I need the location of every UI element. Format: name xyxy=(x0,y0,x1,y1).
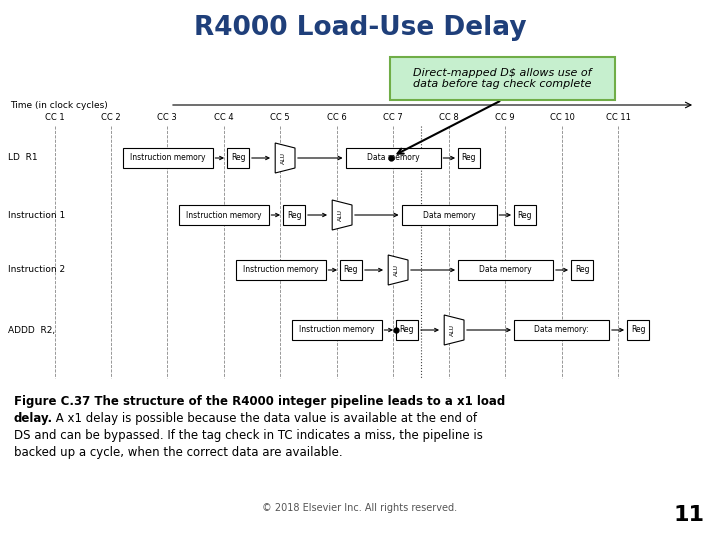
Bar xyxy=(402,205,497,225)
Text: CC 4: CC 4 xyxy=(214,113,234,123)
Text: Data memory: Data memory xyxy=(366,153,419,163)
Text: DS and can be bypassed. If the tag check in TC indicates a miss, the pipeline is: DS and can be bypassed. If the tag check… xyxy=(14,429,483,442)
Bar xyxy=(627,320,649,340)
Bar xyxy=(346,148,441,168)
Text: R4000 Load-Use Delay: R4000 Load-Use Delay xyxy=(194,15,526,41)
Polygon shape xyxy=(275,143,295,173)
Text: Instruction 2: Instruction 2 xyxy=(8,266,65,274)
Text: CC 1: CC 1 xyxy=(45,113,65,123)
Text: CC 6: CC 6 xyxy=(327,113,347,123)
Text: Reg: Reg xyxy=(462,153,476,163)
Polygon shape xyxy=(388,255,408,285)
Bar xyxy=(227,148,249,168)
Bar xyxy=(292,320,382,340)
Text: ADDD  R2,: ADDD R2, xyxy=(8,326,55,334)
Text: Reg: Reg xyxy=(287,211,301,219)
Bar xyxy=(514,205,536,225)
Bar xyxy=(458,148,480,168)
Bar xyxy=(340,260,362,280)
Text: Instruction memory: Instruction memory xyxy=(243,266,318,274)
Bar xyxy=(283,205,305,225)
Text: Reg: Reg xyxy=(631,326,645,334)
Text: CC 5: CC 5 xyxy=(270,113,290,123)
Text: CC 10: CC 10 xyxy=(549,113,575,123)
Text: Reg: Reg xyxy=(343,266,359,274)
Bar xyxy=(458,260,553,280)
Text: 11: 11 xyxy=(674,505,705,525)
Text: CC 3: CC 3 xyxy=(157,113,177,123)
Text: LD  R1: LD R1 xyxy=(8,153,37,163)
Text: Instruction memory: Instruction memory xyxy=(186,211,261,219)
Bar xyxy=(396,320,418,340)
Text: CC 2: CC 2 xyxy=(102,113,121,123)
Polygon shape xyxy=(332,200,352,230)
Text: Instruction memory: Instruction memory xyxy=(130,153,205,163)
Text: Reg: Reg xyxy=(400,326,414,334)
Text: CC 11: CC 11 xyxy=(606,113,631,123)
Bar xyxy=(235,260,325,280)
Text: Data memory:: Data memory: xyxy=(534,326,589,334)
Text: Direct-mapped D$ allows use of
data before tag check complete: Direct-mapped D$ allows use of data befo… xyxy=(413,68,592,89)
Bar xyxy=(122,148,212,168)
Text: ALU: ALU xyxy=(338,209,343,221)
Text: ALU: ALU xyxy=(394,264,398,276)
Bar xyxy=(571,260,593,280)
Text: Instruction 1: Instruction 1 xyxy=(8,211,66,219)
Bar xyxy=(514,320,609,340)
Text: Instruction memory: Instruction memory xyxy=(299,326,374,334)
FancyBboxPatch shape xyxy=(390,57,615,100)
Bar xyxy=(179,205,269,225)
Text: © 2018 Elsevier Inc. All rights reserved.: © 2018 Elsevier Inc. All rights reserved… xyxy=(262,503,458,513)
Text: Reg: Reg xyxy=(230,153,246,163)
Text: Data memory: Data memory xyxy=(423,211,475,219)
Text: CC 7: CC 7 xyxy=(383,113,403,123)
Text: A x1 delay is possible because the data value is available at the end of: A x1 delay is possible because the data … xyxy=(52,412,477,425)
Text: Data memory: Data memory xyxy=(480,266,532,274)
Text: delay.: delay. xyxy=(14,412,53,425)
Text: backed up a cycle, when the correct data are available.: backed up a cycle, when the correct data… xyxy=(14,446,343,459)
Polygon shape xyxy=(444,315,464,345)
Text: CC 8: CC 8 xyxy=(439,113,459,123)
Text: ALU: ALU xyxy=(281,152,286,164)
Text: CC 9: CC 9 xyxy=(495,113,515,123)
Text: Reg: Reg xyxy=(575,266,589,274)
Text: ALU: ALU xyxy=(449,324,454,336)
Text: Figure C.37 The structure of the R4000 integer pipeline leads to a x1 load: Figure C.37 The structure of the R4000 i… xyxy=(14,395,505,408)
Text: Time (in clock cycles): Time (in clock cycles) xyxy=(10,100,108,110)
Text: Reg: Reg xyxy=(518,211,532,219)
